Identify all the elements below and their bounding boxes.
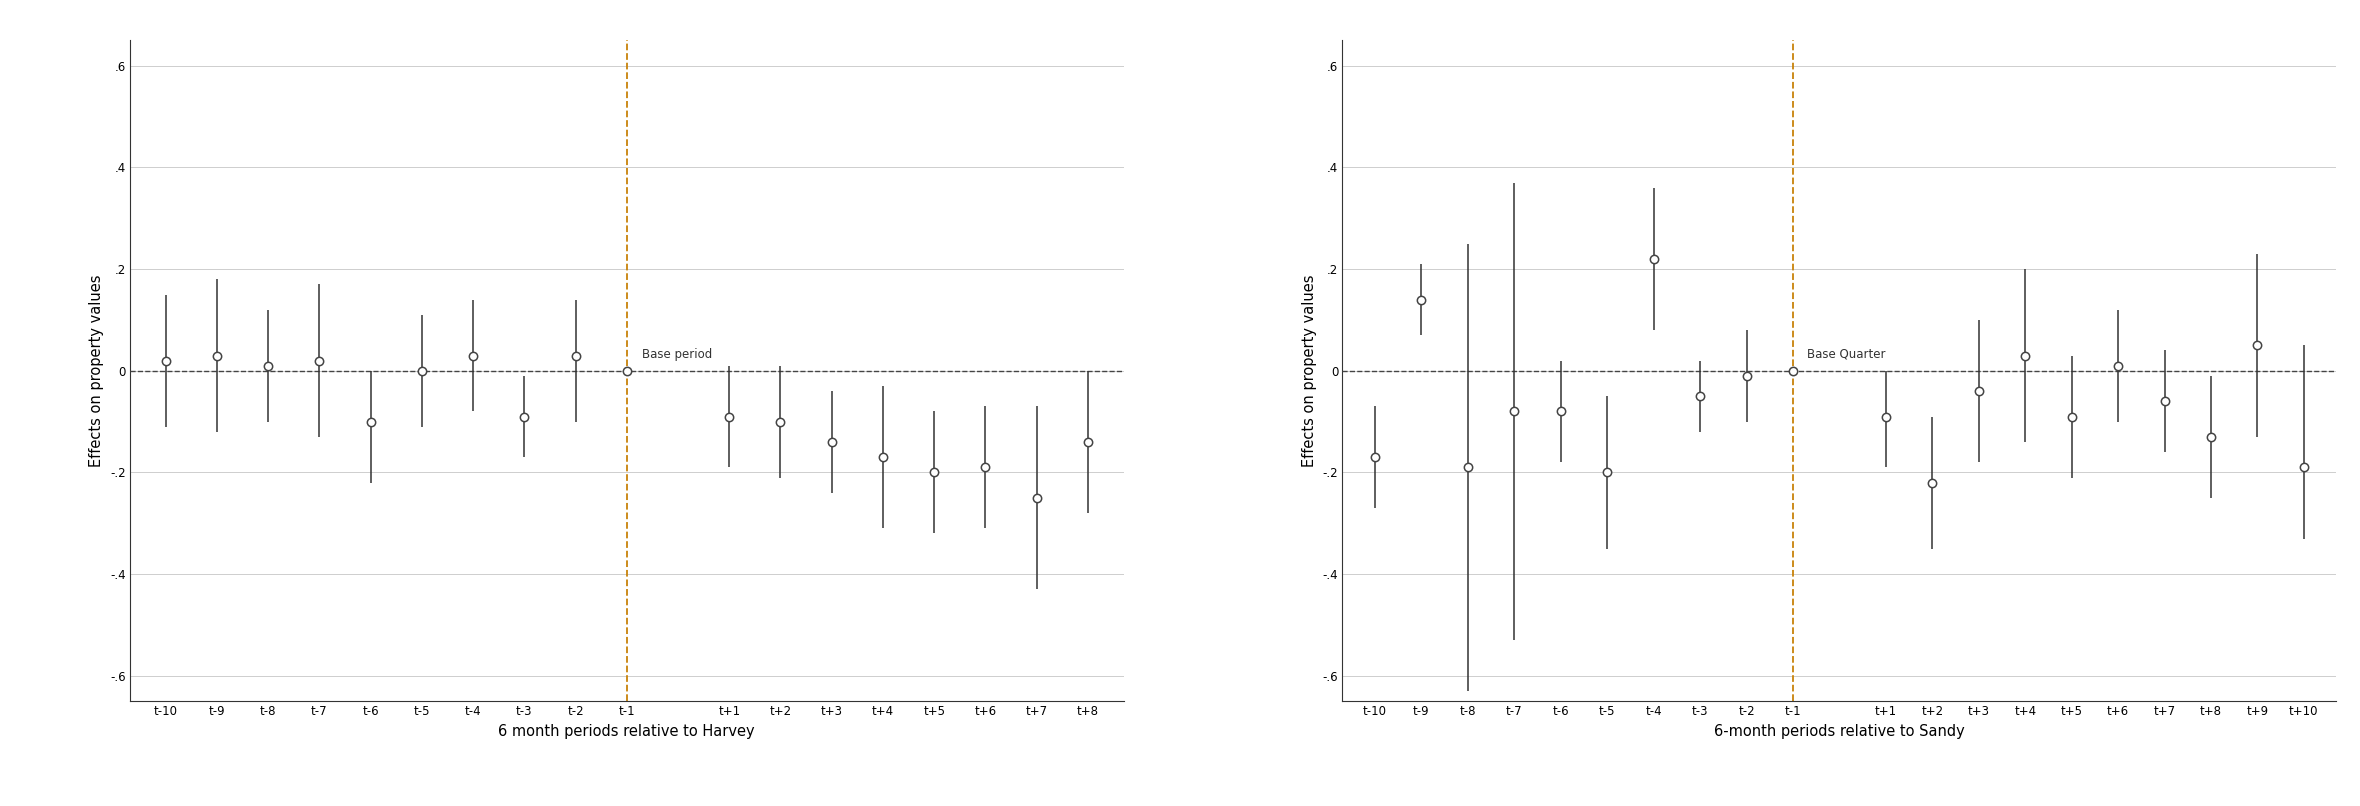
Y-axis label: Effects on property values: Effects on property values xyxy=(1303,275,1317,467)
X-axis label: 6 month periods relative to Harvey: 6 month periods relative to Harvey xyxy=(498,724,755,739)
Y-axis label: Effects on property values: Effects on property values xyxy=(90,275,104,467)
X-axis label: 6-month periods relative to Sandy: 6-month periods relative to Sandy xyxy=(1713,724,1966,739)
Text: Base Quarter: Base Quarter xyxy=(1808,347,1886,360)
Text: Base period: Base period xyxy=(642,347,713,360)
